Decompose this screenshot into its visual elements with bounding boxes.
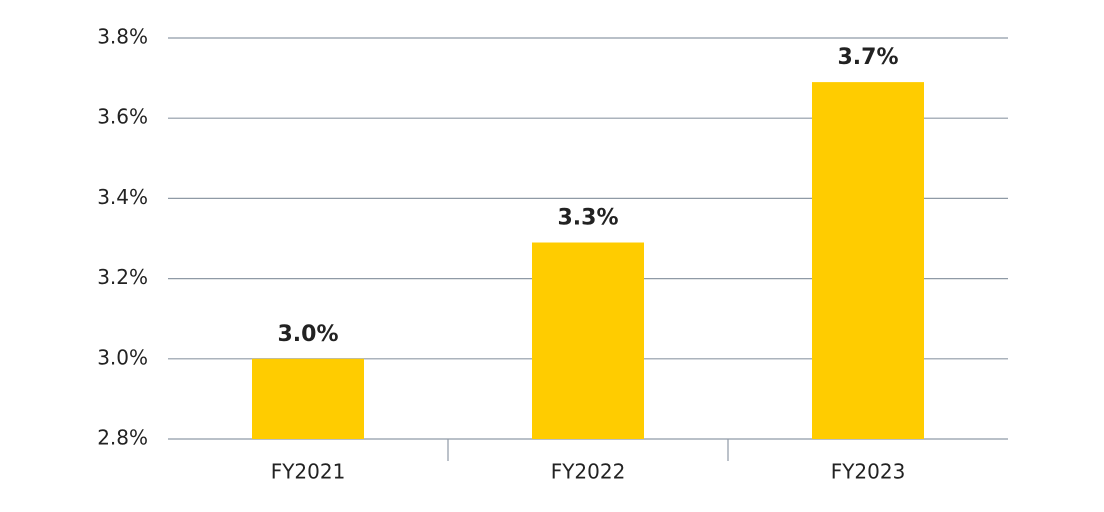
value-label: 3.3% <box>557 206 618 231</box>
x-tick-label: FY2022 <box>551 460 626 484</box>
bar <box>532 242 644 439</box>
bar <box>812 82 924 440</box>
y-tick-label: 3.8% <box>97 25 148 49</box>
y-tick-label: 2.8% <box>97 426 148 450</box>
value-label: 3.7% <box>837 45 898 70</box>
y-tick-label: 3.6% <box>97 105 148 129</box>
bar <box>252 358 364 439</box>
y-tick-label: 3.4% <box>97 185 148 209</box>
x-tick-label: FY2023 <box>831 460 906 484</box>
x-tick-label: FY2021 <box>271 460 346 484</box>
y-tick-label: 3.0% <box>97 345 148 369</box>
value-label: 3.0% <box>277 322 338 347</box>
y-tick-label: 3.2% <box>97 265 148 289</box>
